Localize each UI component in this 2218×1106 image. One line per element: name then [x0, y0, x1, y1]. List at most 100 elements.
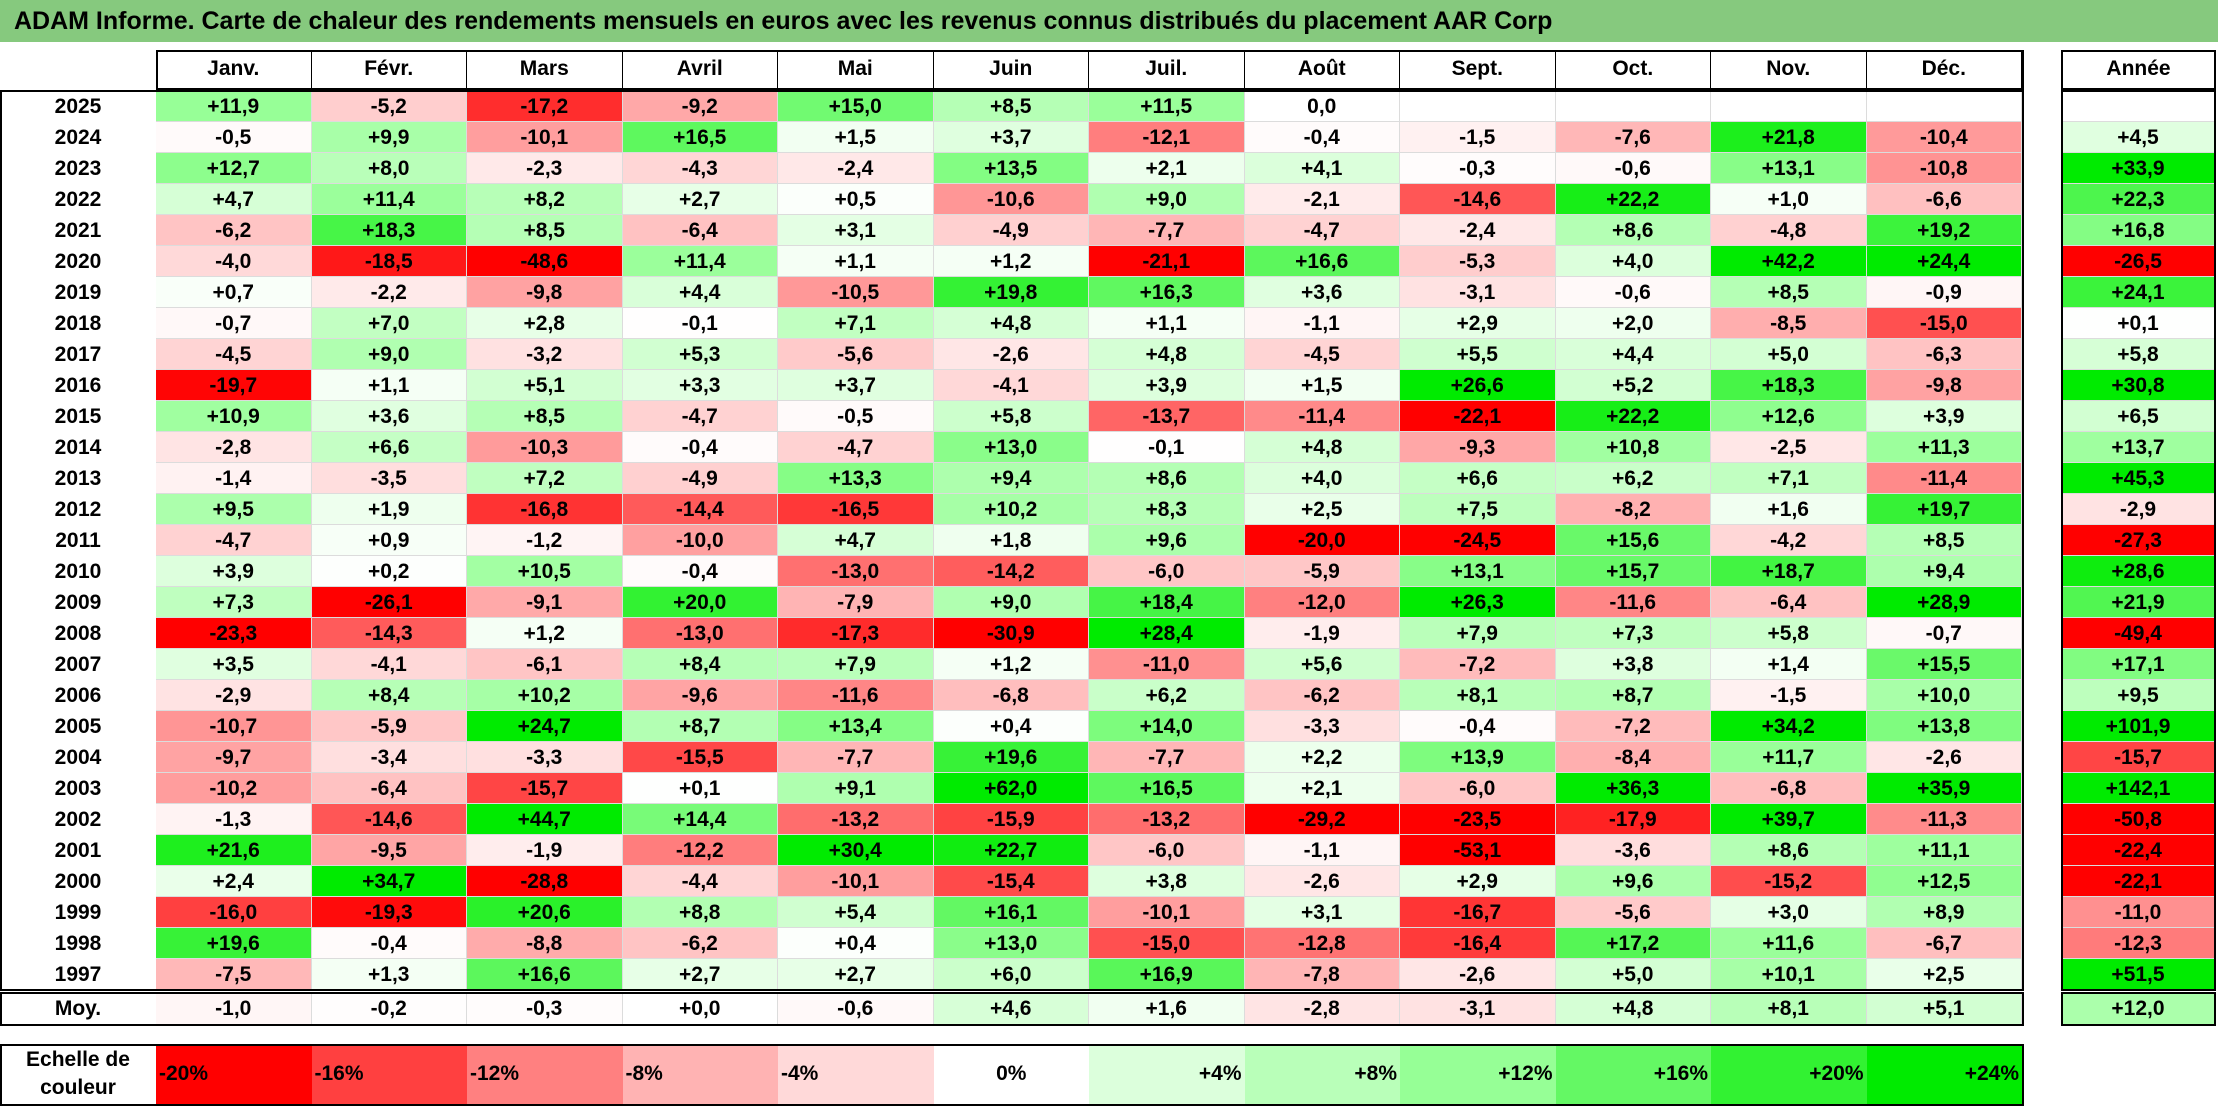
heatmap-cell: -1,3	[156, 804, 312, 835]
heatmap-cell: +15,7	[1555, 556, 1711, 587]
annual-cell: +24,1	[2061, 277, 2216, 308]
heatmap-cell: +5,5	[1400, 339, 1556, 370]
heatmap-cell: +22,2	[1555, 401, 1711, 432]
heatmap-cell: -3,3	[1244, 711, 1400, 742]
heatmap-cell: +18,3	[311, 215, 467, 246]
heatmap-cell: +8,7	[622, 711, 778, 742]
heatmap-cell: -0,6	[1555, 277, 1711, 308]
heatmap-cell: +8,8	[622, 897, 778, 928]
heatmap-cell: -4,2	[1711, 525, 1867, 556]
year-label: 2012	[54, 498, 102, 521]
scale-swatch: +12%	[1400, 1046, 1556, 1104]
heatmap-cell: -9,7	[156, 742, 312, 773]
heatmap-cell: +7,5	[1400, 494, 1556, 525]
heatmap-cell: -13,2	[778, 804, 934, 835]
heatmap-cell: -13,0	[778, 556, 934, 587]
month-header: Janv.	[156, 50, 312, 90]
heatmap-cell: -4,7	[622, 401, 778, 432]
heatmap-cell: -15,5	[622, 742, 778, 773]
heatmap-cell: +5,3	[622, 339, 778, 370]
average-cell: -3,1	[1400, 992, 1556, 1026]
scale-swatch: -20%	[156, 1046, 312, 1104]
heatmap-cell: -14,3	[311, 618, 467, 649]
heatmap-cell: +1,1	[778, 246, 934, 277]
heatmap-cell: +11,1	[1866, 835, 2022, 866]
heatmap-cell: -10,5	[778, 277, 934, 308]
heatmap-cell: -29,2	[1244, 804, 1400, 835]
heatmap-cell: +1,9	[311, 494, 467, 525]
average-cell: +1,6	[1089, 992, 1245, 1026]
heatmap-cell: +9,0	[1089, 184, 1245, 215]
heatmap-cell: +3,7	[778, 370, 934, 401]
heatmap-cell: 0,0	[1244, 91, 1400, 122]
heatmap-cell: +62,0	[933, 773, 1089, 804]
heatmap-cell: +16,1	[933, 897, 1089, 928]
heatmap-cell: -30,9	[933, 618, 1089, 649]
heatmap-cell: -16,0	[156, 897, 312, 928]
heatmap-cell: -16,7	[1400, 897, 1556, 928]
heatmap-cell: -13,0	[622, 618, 778, 649]
annual-cell: +45,3	[2061, 463, 2216, 494]
heatmap-cell: -0,3	[1400, 153, 1556, 184]
heatmap-cell: +6,6	[1400, 463, 1556, 494]
heatmap-cell: -14,4	[622, 494, 778, 525]
heatmap-cell: +2,0	[1555, 308, 1711, 339]
heatmap-cell: +19,6	[156, 928, 312, 959]
heatmap-cell: +15,5	[1866, 649, 2022, 680]
heatmap-cell: +4,8	[1244, 432, 1400, 463]
month-header: Mai	[778, 50, 934, 90]
heatmap-cell: -6,0	[1089, 556, 1245, 587]
heatmap-cell: +6,2	[1089, 680, 1245, 711]
heatmap-cell: +39,7	[1711, 804, 1867, 835]
heatmap-cell: -3,5	[311, 463, 467, 494]
heatmap-cell: +3,9	[156, 556, 312, 587]
heatmap-cell: +9,9	[311, 122, 467, 153]
heatmap-cell: -7,2	[1400, 649, 1556, 680]
heatmap-cell: -11,4	[1244, 401, 1400, 432]
heatmap-cell: -12,0	[1244, 587, 1400, 618]
heatmap-cell	[1711, 91, 1867, 122]
average-cell: -1,0	[156, 992, 312, 1026]
heatmap-cell: +8,3	[1089, 494, 1245, 525]
heatmap-cell: -1,4	[156, 463, 312, 494]
heatmap-cell: -1,5	[1711, 680, 1867, 711]
heatmap-cell: +5,2	[1555, 370, 1711, 401]
heatmap-cell: +13,1	[1400, 556, 1556, 587]
average-cell: -2,8	[1244, 992, 1400, 1026]
heatmap-cell: +3,6	[311, 401, 467, 432]
heatmap-cell: -4,5	[156, 339, 312, 370]
heatmap-cell: -2,6	[1400, 959, 1556, 990]
heatmap-cell: -3,4	[311, 742, 467, 773]
heatmap-cell: -14,2	[933, 556, 1089, 587]
heatmap-cell: +20,6	[467, 897, 623, 928]
scale-swatch: +20%	[1711, 1046, 1867, 1104]
heatmap-cell: -19,3	[311, 897, 467, 928]
heatmap-cell: +2,8	[467, 308, 623, 339]
annual-cell: -50,8	[2061, 804, 2216, 835]
heatmap-cell: +7,1	[1711, 463, 1867, 494]
heatmap-cell: +7,3	[156, 587, 312, 618]
heatmap-cell: +8,5	[467, 215, 623, 246]
heatmap-cell: +8,6	[1089, 463, 1245, 494]
heatmap-cell: -11,3	[1866, 804, 2022, 835]
heatmap-cell: +3,5	[156, 649, 312, 680]
annual-cell: +51,5	[2061, 959, 2216, 990]
heatmap-cell: -23,3	[156, 618, 312, 649]
heatmap-cell: -2,6	[1866, 742, 2022, 773]
heatmap-cell: -14,6	[311, 804, 467, 835]
heatmap-cell: +2,7	[622, 184, 778, 215]
heatmap-cell: +1,2	[933, 246, 1089, 277]
heatmap-cell: -53,1	[1400, 835, 1556, 866]
year-label: 2000	[54, 870, 102, 893]
heatmap-cell: -4,7	[156, 525, 312, 556]
heatmap-cell: -6,3	[1866, 339, 2022, 370]
heatmap-cell: -2,4	[778, 153, 934, 184]
heatmap-cell: +13,9	[1400, 742, 1556, 773]
annual-cell: -49,4	[2061, 618, 2216, 649]
heatmap-cell: +1,2	[467, 618, 623, 649]
heatmap-cell: +28,4	[1089, 618, 1245, 649]
annual-cell: +101,9	[2061, 711, 2216, 742]
heatmap-cell: -6,0	[1400, 773, 1556, 804]
year-label: 2018	[54, 312, 102, 335]
heatmap-cell: -9,3	[1400, 432, 1556, 463]
